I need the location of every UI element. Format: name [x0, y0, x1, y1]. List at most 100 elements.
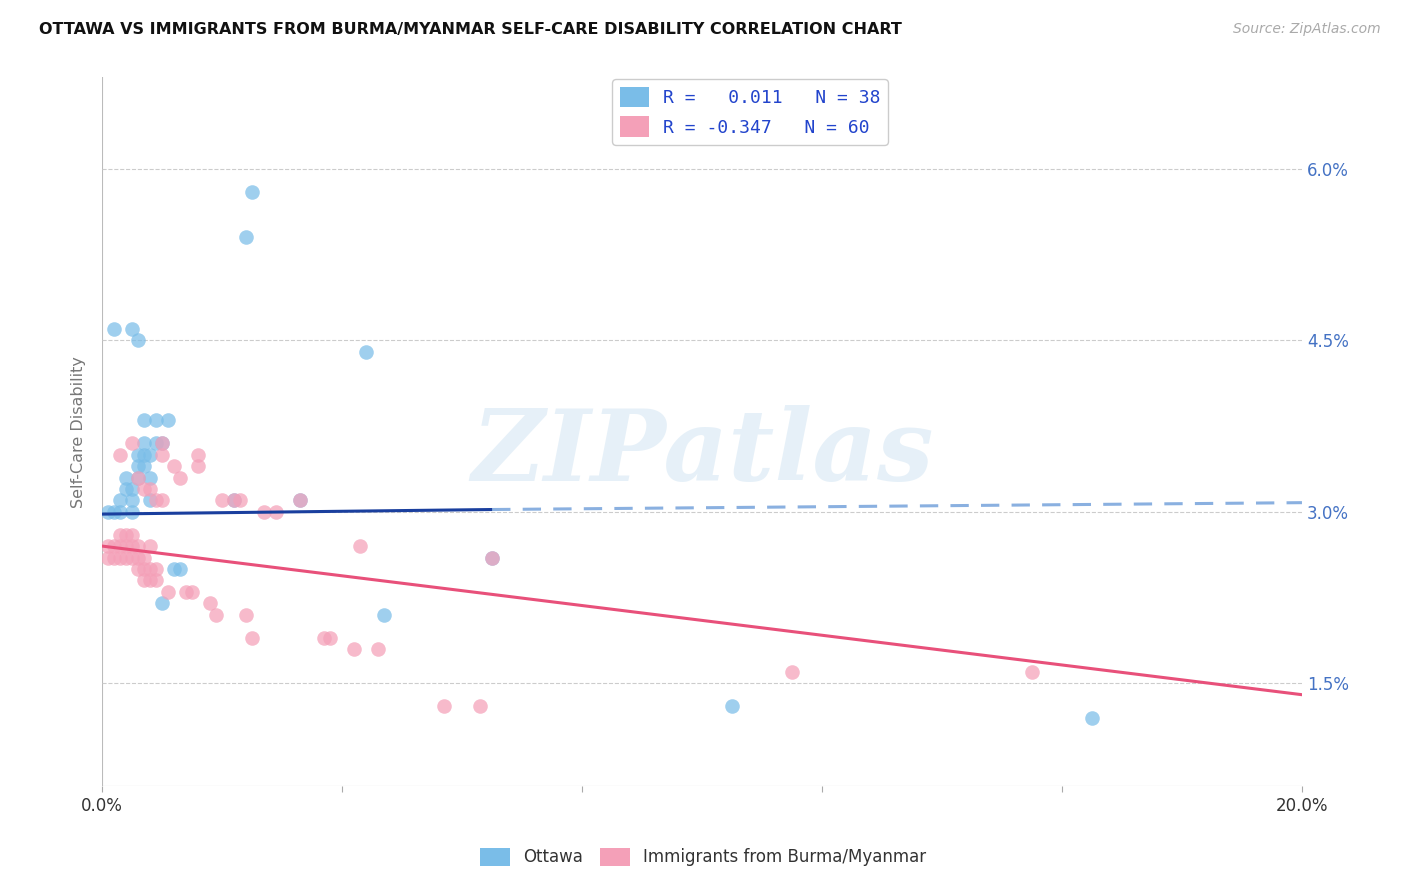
Point: [253, 505, 276, 519]
Legend: Ottawa, Immigrants from Burma/Myanmar: Ottawa, Immigrants from Burma/Myanmar: [474, 841, 932, 873]
Point: [349, 539, 371, 553]
Point: [198, 596, 221, 610]
Point: [134, 482, 156, 496]
Point: [139, 448, 162, 462]
Point: [139, 539, 162, 553]
Point: [121, 539, 143, 553]
Point: [780, 665, 803, 679]
Point: [150, 493, 173, 508]
Point: [108, 527, 131, 541]
Point: [468, 699, 491, 714]
Point: [150, 596, 173, 610]
Point: [127, 448, 149, 462]
Point: [108, 550, 131, 565]
Point: [481, 550, 503, 565]
Point: [134, 550, 156, 565]
Point: [97, 505, 120, 519]
Point: [163, 562, 186, 576]
Point: [205, 607, 228, 622]
Point: [134, 562, 156, 576]
Point: [139, 562, 162, 576]
Text: OTTAWA VS IMMIGRANTS FROM BURMA/MYANMAR SELF-CARE DISABILITY CORRELATION CHART: OTTAWA VS IMMIGRANTS FROM BURMA/MYANMAR …: [39, 22, 903, 37]
Point: [169, 562, 191, 576]
Point: [229, 493, 252, 508]
Point: [139, 493, 162, 508]
Point: [134, 459, 156, 474]
Point: [108, 448, 131, 462]
Point: [235, 607, 257, 622]
Point: [127, 539, 149, 553]
Point: [127, 550, 149, 565]
Point: [145, 562, 167, 576]
Point: [121, 493, 143, 508]
Point: [127, 459, 149, 474]
Point: [108, 505, 131, 519]
Point: [97, 539, 120, 553]
Point: [224, 493, 246, 508]
Point: [157, 413, 180, 427]
Point: [134, 436, 156, 450]
Point: [145, 413, 167, 427]
Point: [150, 436, 173, 450]
Point: [240, 631, 263, 645]
Point: [145, 574, 167, 588]
Point: [139, 482, 162, 496]
Y-axis label: Self-Care Disability: Self-Care Disability: [72, 356, 86, 508]
Point: [264, 505, 287, 519]
Point: [288, 493, 311, 508]
Point: [235, 230, 257, 244]
Point: [187, 459, 209, 474]
Point: [103, 322, 125, 336]
Point: [103, 539, 125, 553]
Point: [121, 505, 143, 519]
Point: [108, 493, 131, 508]
Point: [134, 574, 156, 588]
Point: [139, 470, 162, 484]
Point: [134, 413, 156, 427]
Point: [121, 550, 143, 565]
Point: [174, 584, 197, 599]
Point: [433, 699, 456, 714]
Point: [127, 470, 149, 484]
Point: [481, 550, 503, 565]
Point: [150, 448, 173, 462]
Point: [97, 550, 120, 565]
Text: ZIPatlas: ZIPatlas: [471, 405, 934, 501]
Point: [373, 607, 395, 622]
Point: [181, 584, 204, 599]
Point: [134, 448, 156, 462]
Point: [163, 459, 186, 474]
Point: [121, 527, 143, 541]
Point: [108, 539, 131, 553]
Point: [721, 699, 744, 714]
Point: [139, 574, 162, 588]
Point: [1021, 665, 1043, 679]
Point: [103, 550, 125, 565]
Point: [314, 631, 336, 645]
Point: [145, 436, 167, 450]
Point: [354, 344, 377, 359]
Point: [1081, 710, 1104, 724]
Point: [115, 550, 138, 565]
Point: [127, 470, 149, 484]
Point: [115, 482, 138, 496]
Point: [343, 642, 366, 657]
Point: [127, 562, 149, 576]
Legend: R =   0.011   N = 38, R = -0.347   N = 60: R = 0.011 N = 38, R = -0.347 N = 60: [613, 79, 887, 145]
Point: [121, 482, 143, 496]
Point: [121, 322, 143, 336]
Point: [145, 493, 167, 508]
Point: [288, 493, 311, 508]
Point: [121, 436, 143, 450]
Point: [103, 505, 125, 519]
Point: [187, 448, 209, 462]
Point: [240, 185, 263, 199]
Point: [211, 493, 233, 508]
Point: [115, 470, 138, 484]
Point: [150, 436, 173, 450]
Point: [367, 642, 389, 657]
Point: [169, 470, 191, 484]
Point: [115, 539, 138, 553]
Text: Source: ZipAtlas.com: Source: ZipAtlas.com: [1233, 22, 1381, 37]
Point: [319, 631, 342, 645]
